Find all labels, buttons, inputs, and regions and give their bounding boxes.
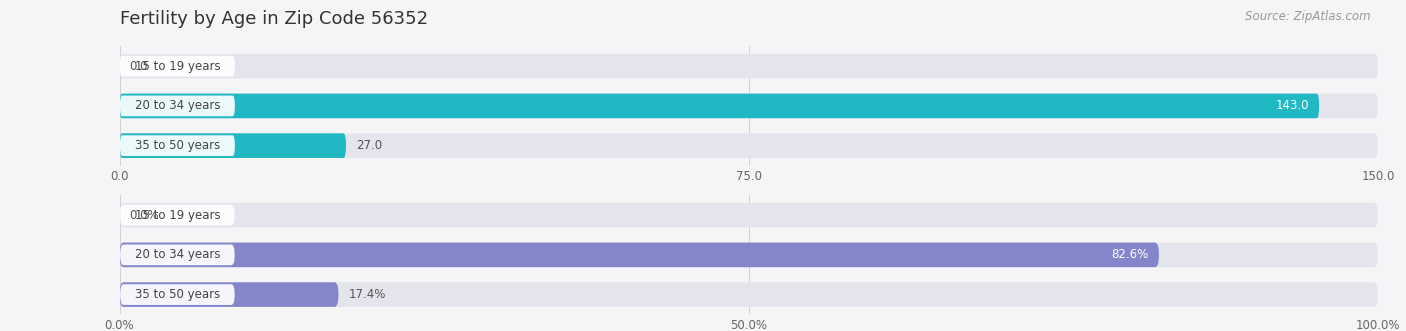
Text: 15 to 19 years: 15 to 19 years xyxy=(135,60,221,73)
FancyBboxPatch shape xyxy=(120,243,1378,267)
FancyBboxPatch shape xyxy=(120,284,235,305)
Text: 35 to 50 years: 35 to 50 years xyxy=(135,139,219,152)
Text: Fertility by Age in Zip Code 56352: Fertility by Age in Zip Code 56352 xyxy=(120,10,427,28)
Text: 20 to 34 years: 20 to 34 years xyxy=(135,99,221,113)
FancyBboxPatch shape xyxy=(120,243,1159,267)
FancyBboxPatch shape xyxy=(120,282,339,307)
Text: 143.0: 143.0 xyxy=(1275,99,1309,113)
Text: 15 to 19 years: 15 to 19 years xyxy=(135,209,221,222)
FancyBboxPatch shape xyxy=(120,245,235,265)
FancyBboxPatch shape xyxy=(120,56,235,76)
Text: 0.0%: 0.0% xyxy=(129,209,159,222)
Text: 82.6%: 82.6% xyxy=(1112,248,1149,261)
FancyBboxPatch shape xyxy=(120,133,1378,158)
FancyBboxPatch shape xyxy=(120,205,235,225)
FancyBboxPatch shape xyxy=(120,54,1378,78)
FancyBboxPatch shape xyxy=(120,96,235,116)
Text: Source: ZipAtlas.com: Source: ZipAtlas.com xyxy=(1246,10,1371,23)
Text: 0.0: 0.0 xyxy=(129,60,148,73)
FancyBboxPatch shape xyxy=(120,282,1378,307)
Text: 27.0: 27.0 xyxy=(356,139,382,152)
Text: 17.4%: 17.4% xyxy=(349,288,385,301)
Text: 35 to 50 years: 35 to 50 years xyxy=(135,288,219,301)
Text: 20 to 34 years: 20 to 34 years xyxy=(135,248,221,261)
FancyBboxPatch shape xyxy=(120,203,1378,227)
FancyBboxPatch shape xyxy=(120,135,235,156)
FancyBboxPatch shape xyxy=(120,94,1319,118)
FancyBboxPatch shape xyxy=(120,133,346,158)
FancyBboxPatch shape xyxy=(120,94,1378,118)
